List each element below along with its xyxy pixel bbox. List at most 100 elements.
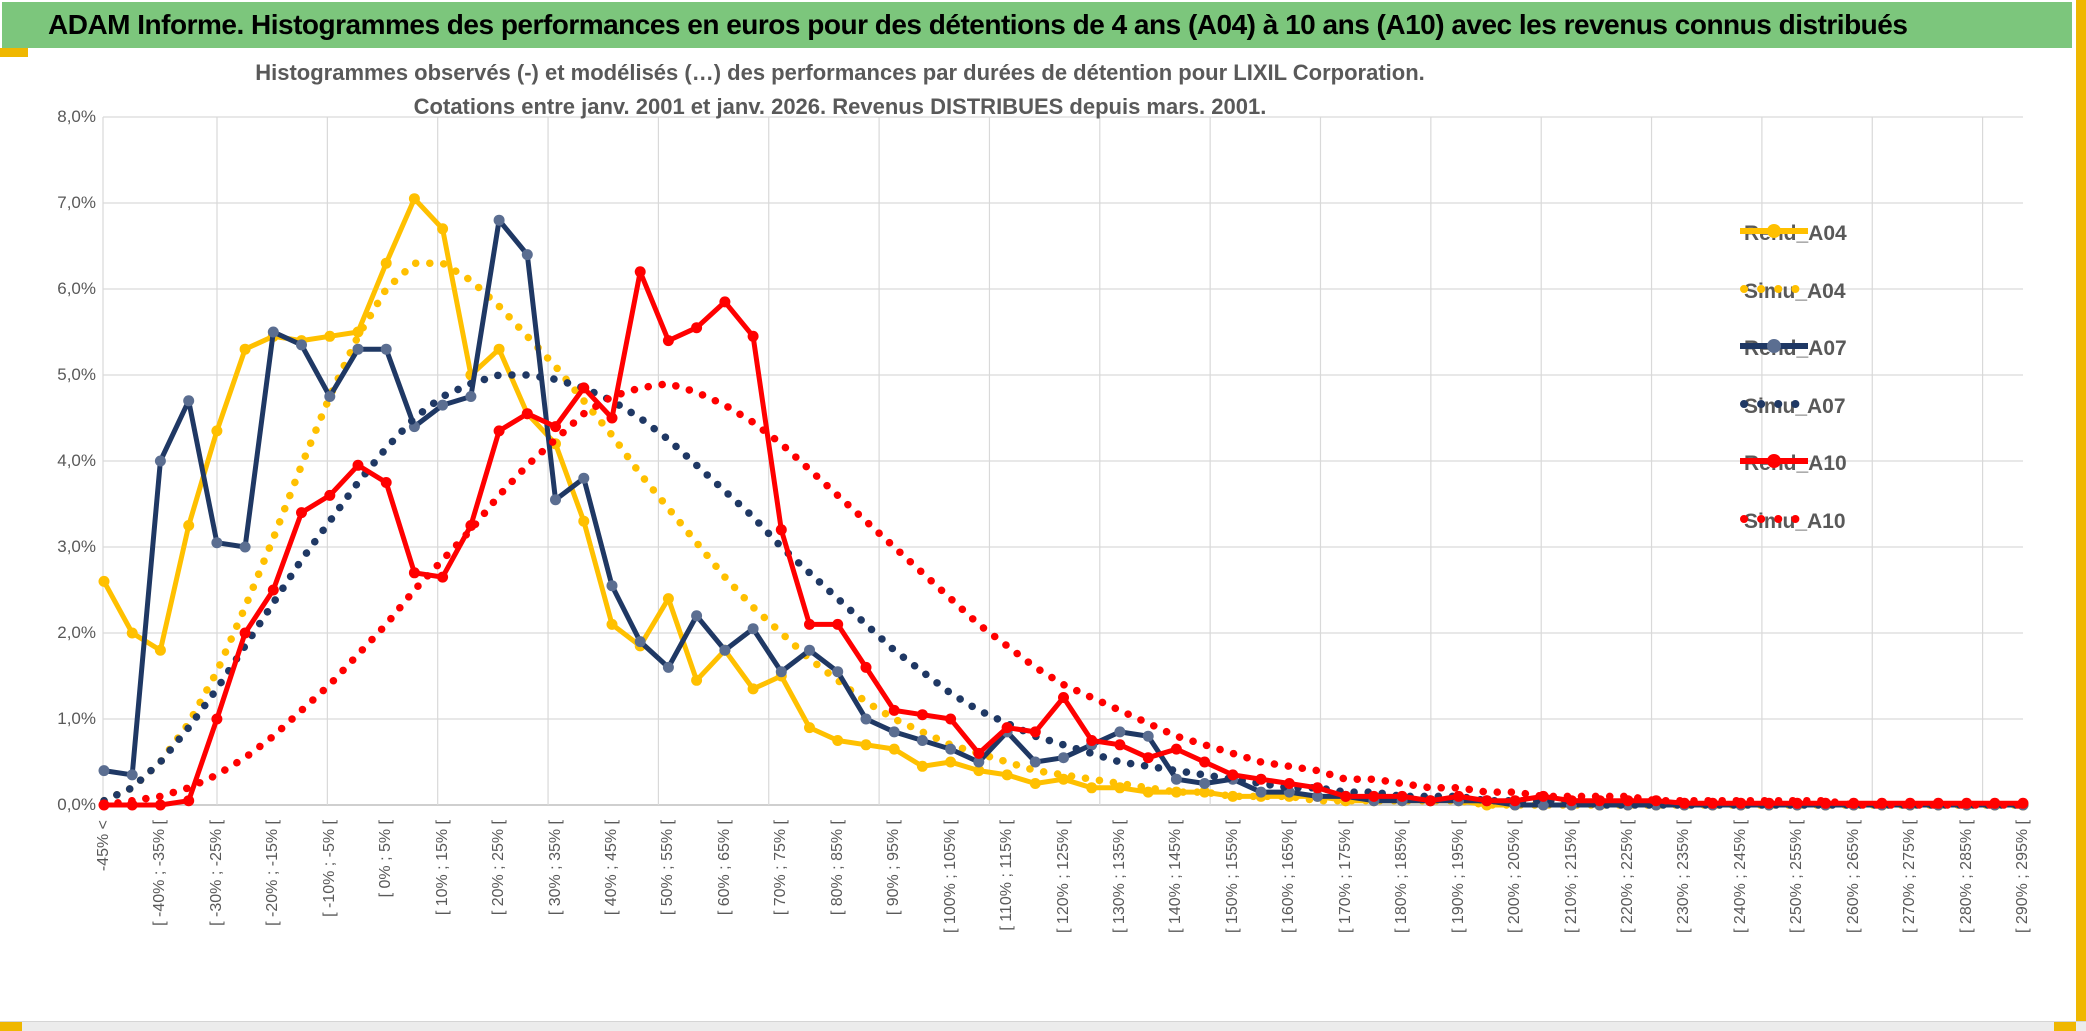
marker-Rend_A04	[1001, 769, 1013, 781]
marker-Rend_A07	[1170, 773, 1182, 785]
x-tick-label: [ 200% ; 205% [	[1506, 820, 1523, 933]
x-tick-label: [ 0% ; 5% [	[377, 820, 395, 898]
marker-Rend_A10	[1481, 795, 1493, 807]
x-tick-label: [ 240% ; 245% [	[1731, 820, 1749, 933]
legend-item-Simu_A04[interactable]: Simu_A04	[1738, 280, 1846, 304]
marker-Rend_A07	[973, 756, 985, 768]
x-tick-label: [ 260% ; 265% [	[1844, 820, 1862, 933]
x-tick-label: [ 120% ; 125% [	[1054, 820, 1072, 933]
marker-Rend_A10	[1396, 790, 1408, 802]
marker-Rend_A10	[719, 296, 731, 308]
marker-Rend_A04	[804, 722, 815, 734]
marker-Rend_A04	[98, 575, 110, 587]
marker-Rend_A10	[1340, 790, 1352, 802]
marker-Rend_A07	[296, 339, 307, 351]
x-tick-label: [ 170% ; 175% [	[1336, 820, 1354, 933]
marker-Rend_A10	[183, 795, 195, 807]
x-tick-label: [ 60% ; 65% [	[715, 820, 733, 916]
x-tick-label: [ 20% ; 25% [	[490, 820, 508, 916]
x-tick-label: [ 80% ; 85% [	[828, 820, 846, 916]
marker-Rend_A10	[1170, 743, 1182, 755]
y-tick-label: 5,0%	[57, 365, 96, 384]
marker-Rend_A10	[916, 709, 928, 721]
marker-Rend_A07	[747, 623, 759, 635]
series-Simu_A07	[100, 371, 2027, 809]
y-tick-label: 2,0%	[57, 623, 96, 642]
chart-title-line2: Cotations entre janv. 2001 et janv. 2026…	[413, 94, 1267, 119]
marker-Rend_A04	[1227, 790, 1239, 802]
marker-Rend_A07	[691, 610, 703, 622]
marker-Rend_A07	[1029, 756, 1041, 768]
report-header-bar: ADAM Informe. Histogrammes des performan…	[2, 2, 2072, 48]
y-tick-label: 6,0%	[57, 279, 96, 298]
marker-Rend_A04	[606, 618, 618, 630]
x-tick-label: [ 220% ; 225% [	[1618, 820, 1636, 933]
x-tick-label: [ 180% ; 185% [	[1393, 820, 1411, 933]
marker-Rend_A10	[154, 799, 166, 811]
marker-Rend_A07	[267, 326, 279, 338]
marker-Rend_A10	[945, 713, 957, 725]
x-tick-label: [ 100% ; 105% [	[941, 820, 959, 933]
marker-Rend_A10	[550, 421, 561, 433]
marker-Rend_A10	[239, 627, 251, 639]
marker-Rend_A04	[945, 756, 957, 768]
y-tick-label: 3,0%	[57, 537, 96, 556]
y-tick-label: 8,0%	[57, 107, 96, 126]
marker-Rend_A07	[832, 666, 844, 678]
accent-bottom-right	[2054, 1022, 2076, 1031]
marker-Rend_A07	[804, 644, 815, 656]
marker-Rend_A04	[324, 330, 336, 342]
y-tick-label: 7,0%	[57, 193, 96, 212]
marker-Rend_A04	[1086, 782, 1098, 794]
bottom-scroll-strip[interactable]	[0, 1021, 2086, 1031]
marker-Rend_A04	[1029, 778, 1041, 789]
x-tick-label: [ 90% ; 95% [	[885, 820, 903, 916]
marker-Rend_A10	[606, 412, 618, 424]
marker-Rend_A10	[352, 459, 364, 471]
marker-Rend_A10	[860, 661, 872, 673]
marker-Rend_A04	[154, 644, 166, 656]
marker-Rend_A04	[211, 425, 223, 437]
legend-line-marker-icon	[1740, 224, 1808, 238]
y-tick-label: 0,0%	[57, 795, 96, 814]
marker-Rend_A04	[860, 739, 872, 751]
marker-Rend_A10	[691, 322, 703, 334]
x-tick-label: [ -40% ; -35% [	[151, 820, 169, 926]
marker-Rend_A07	[550, 494, 561, 506]
marker-Rend_A04	[437, 223, 449, 235]
legend-item-Simu_A07[interactable]: Simu_A07	[1738, 395, 1846, 419]
marker-Rend_A10	[747, 330, 759, 342]
marker-Rend_A07	[493, 214, 505, 226]
marker-Rend_A04	[126, 627, 138, 639]
marker-Rend_A10	[324, 489, 336, 501]
marker-Rend_A10	[973, 747, 985, 759]
marker-Rend_A10	[1424, 795, 1436, 807]
marker-Rend_A04	[239, 343, 251, 355]
marker-Rend_A07	[1114, 726, 1126, 738]
y-tick-label: 1,0%	[57, 709, 96, 728]
x-tick-label: [ 190% ; 195% [	[1449, 820, 1467, 933]
marker-Rend_A10	[1453, 790, 1465, 802]
x-tick-label: [ 130% ; 135% [	[1110, 820, 1128, 933]
x-tick-label: [ 270% ; 275% [	[1901, 820, 1919, 933]
marker-Rend_A10	[493, 425, 505, 437]
accent-bottom-left	[0, 1022, 22, 1031]
legend-item-Rend_A10[interactable]: Rend_A10	[1738, 452, 1847, 476]
marker-Rend_A07	[380, 343, 392, 355]
legend-item-Rend_A04[interactable]: Rend_A04	[1738, 222, 1847, 246]
marker-Rend_A07	[183, 395, 195, 407]
marker-Rend_A10	[267, 584, 279, 596]
legend-item-Rend_A07[interactable]: Rend_A07	[1738, 337, 1847, 361]
legend-item-Simu_A10[interactable]: Simu_A10	[1738, 510, 1846, 534]
series-Rend_A07	[103, 217, 2023, 808]
marker-Rend_A07	[239, 541, 251, 553]
marker-Rend_A07	[634, 636, 646, 648]
marker-Rend_A04	[578, 515, 590, 527]
marker-Rend_A07	[154, 455, 166, 467]
marker-Rend_A10	[578, 382, 590, 394]
report-title: ADAM Informe. Histogrammes des performan…	[48, 9, 1908, 40]
x-tick-label: [ 40% ; 45% [	[603, 820, 620, 916]
marker-Rend_A07	[211, 537, 223, 549]
marker-Rend_A04	[380, 257, 392, 269]
marker-Rend_A07	[1142, 730, 1154, 742]
